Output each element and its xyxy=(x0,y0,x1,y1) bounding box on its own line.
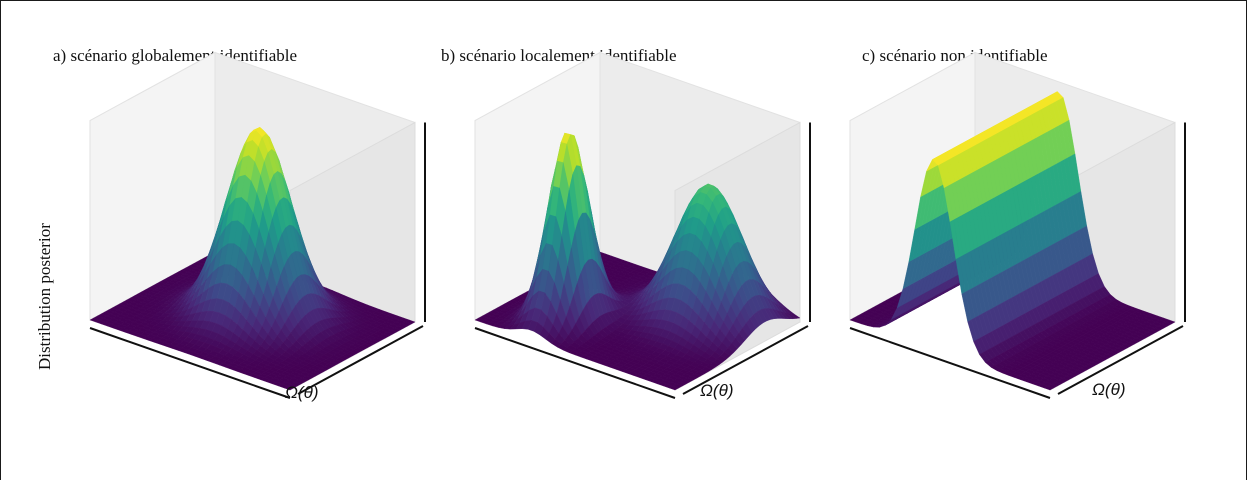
front-axis xyxy=(474,327,676,399)
posterior-surface-b xyxy=(474,51,811,399)
axis-lines xyxy=(849,122,1186,399)
axis-lines xyxy=(474,122,811,399)
surface-mesh xyxy=(474,132,801,391)
axis-lines xyxy=(89,122,426,399)
panel-b-title: b) scénario localement identifiable xyxy=(441,46,677,65)
posterior-surface-a xyxy=(89,51,426,399)
posterior-surface-c xyxy=(849,51,1186,399)
panel-a-plot: Ω(θ) xyxy=(89,51,426,402)
surface-cell xyxy=(283,385,295,391)
panel-a-title: a) scénario globalement identifiable xyxy=(53,46,298,65)
surface-mesh xyxy=(89,127,416,391)
omega-axis xyxy=(297,325,424,395)
surface-cell xyxy=(1043,385,1055,391)
omega-axis xyxy=(1057,325,1184,395)
panel-c-title: c) scénario non identifiable xyxy=(862,46,1048,65)
omega-axis-label-c: Ω(θ) xyxy=(1092,380,1125,399)
y-axis-label: Distribution posterior xyxy=(35,223,54,370)
omega-axis xyxy=(682,325,809,395)
panel-b-plot: Ω(θ) xyxy=(474,51,811,400)
omega-axis-label-b: Ω(θ) xyxy=(700,381,733,400)
surface-cell xyxy=(668,385,680,391)
panel-c-plot: Ω(θ) xyxy=(849,51,1186,399)
front-axis xyxy=(849,327,1051,399)
surface-mesh xyxy=(849,91,1176,391)
omega-axis-label-a: Ω(θ) xyxy=(285,383,318,402)
front-axis xyxy=(89,327,291,399)
